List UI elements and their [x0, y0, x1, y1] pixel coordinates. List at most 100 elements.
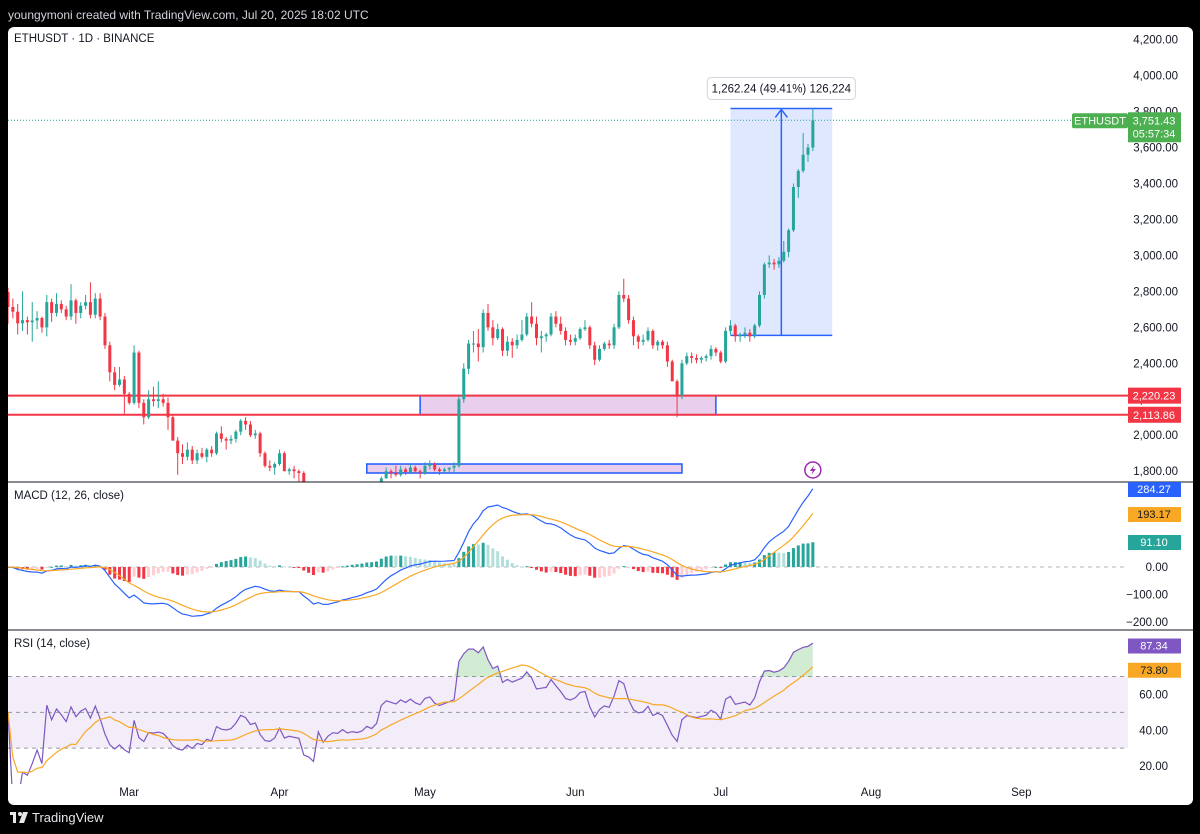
footer-brand: TradingView: [10, 810, 104, 825]
rsi-ma-value-tag-label: 73.80: [1140, 665, 1168, 677]
last-price-symbol-label: ETHUSDT: [1074, 115, 1126, 127]
macd-histogram-bar: [631, 566, 635, 570]
candle-body: [762, 264, 766, 295]
chart-svg[interactable]: 1,262.24 (49.41%) 126,224 4,200.00 4,000.0…: [8, 27, 1193, 805]
price-axis-tick: 3,000.00: [1133, 250, 1178, 262]
macd-histogram-bar: [462, 551, 466, 567]
macd-histogram-bar: [374, 561, 378, 567]
macd-histogram-bar: [496, 551, 500, 567]
macd-histogram-bar: [627, 566, 631, 568]
candle-body: [462, 368, 466, 400]
candle-body: [428, 464, 432, 466]
candle-body: [312, 516, 315, 530]
price-axis-tick: 2,400.00: [1133, 358, 1178, 370]
macd-histogram-bar: [399, 555, 403, 567]
macd-histogram-bar: [724, 564, 728, 567]
rsi-axis-tick: 40.00: [1139, 725, 1168, 737]
macd-histogram-bar: [491, 548, 495, 567]
macd-axis-tick: −100.00: [1126, 589, 1168, 601]
candle-body: [118, 379, 122, 385]
candle-body: [675, 381, 679, 396]
candle-body: [758, 294, 762, 326]
candle-body: [11, 307, 15, 312]
candle-body: [156, 399, 160, 402]
macd-histogram-bar: [791, 548, 795, 567]
candle-body: [607, 343, 611, 346]
candle-body: [151, 399, 155, 402]
macd-histogram-bar: [699, 566, 703, 571]
candle-body: [767, 262, 771, 265]
candle-body: [93, 298, 97, 315]
macd-pane: [8, 488, 1128, 617]
time-axis-label: Aug: [861, 787, 881, 799]
candle-body: [544, 334, 548, 337]
macd-histogram-bar: [302, 566, 306, 571]
macd-value-tag: [1128, 482, 1181, 498]
candle-body: [302, 473, 306, 482]
macd-histogram-bar: [583, 566, 587, 575]
candle-body: [122, 379, 126, 394]
macd-histogram-bar: [171, 566, 175, 574]
price-axis-tick: 3,600.00: [1133, 142, 1178, 154]
candle-body: [598, 348, 602, 360]
candle-body: [239, 420, 243, 432]
candle-body: [743, 332, 747, 335]
macd-histogram-bar: [481, 542, 485, 567]
candle-body: [50, 302, 54, 313]
macd-histogram-bar: [224, 561, 228, 567]
macd-histogram-bar: [326, 566, 330, 572]
macd-histogram-bar: [273, 566, 277, 568]
candle-body: [728, 325, 732, 331]
macd-histogram-bar: [166, 566, 170, 572]
candle-body: [176, 440, 180, 454]
support-price-tag: [1128, 406, 1181, 423]
rsi-value-tag: [1128, 638, 1181, 654]
candle-body: [25, 320, 29, 323]
candle-body: [501, 329, 505, 351]
rsi-ma-line: [8, 664, 814, 774]
macd-histogram-bar: [181, 566, 185, 576]
macd-histogram-bar: [777, 552, 781, 567]
candle-body: [137, 352, 141, 403]
candle-body: [181, 453, 185, 457]
macd-histogram-bar: [244, 556, 248, 567]
macd-histogram-bar: [598, 566, 602, 578]
macd-histogram-bar: [336, 566, 340, 569]
macd-histogram-bar: [704, 566, 708, 570]
macd-histogram-bar: [428, 560, 432, 567]
candle-body: [248, 424, 252, 436]
price-axis-tick: 2,600.00: [1133, 322, 1178, 334]
candle-body: [234, 431, 238, 439]
candle-body: [258, 433, 262, 454]
macd-signal-line: [8, 513, 814, 613]
chart-card[interactable]: 1,262.24 (49.41%) 126,224 4,200.00 4,000.0…: [8, 27, 1193, 805]
candle-body: [709, 348, 713, 357]
candle-body: [467, 343, 471, 369]
macd-histogram-bar: [176, 566, 180, 576]
rsi-line: [8, 642, 814, 784]
candle-body: [379, 478, 383, 482]
macd-histogram-bar: [69, 564, 73, 567]
candle-body: [185, 449, 189, 457]
macd-histogram-bar: [690, 566, 694, 574]
candle-body: [282, 453, 286, 472]
candle-body: [627, 298, 631, 321]
candle-body: [287, 469, 291, 472]
macd-histogram-bar: [685, 566, 689, 576]
macd-histogram-bar: [127, 566, 131, 582]
candle-body: [74, 300, 78, 313]
macd-histogram-bar: [617, 566, 621, 569]
macd-histogram-bar: [651, 566, 655, 573]
candle-body: [442, 469, 446, 472]
macd-histogram-bar: [268, 565, 272, 567]
candle-body: [801, 154, 805, 171]
macd-histogram-bar: [728, 562, 732, 567]
candle-body: [404, 469, 408, 473]
candle-body: [317, 495, 320, 531]
candle-body: [45, 302, 49, 328]
candle-body: [510, 341, 514, 346]
macd-histogram-bar: [796, 545, 800, 567]
candle-body: [108, 345, 112, 373]
macd-histogram-bar: [452, 564, 456, 567]
candle-body: [360, 509, 363, 511]
